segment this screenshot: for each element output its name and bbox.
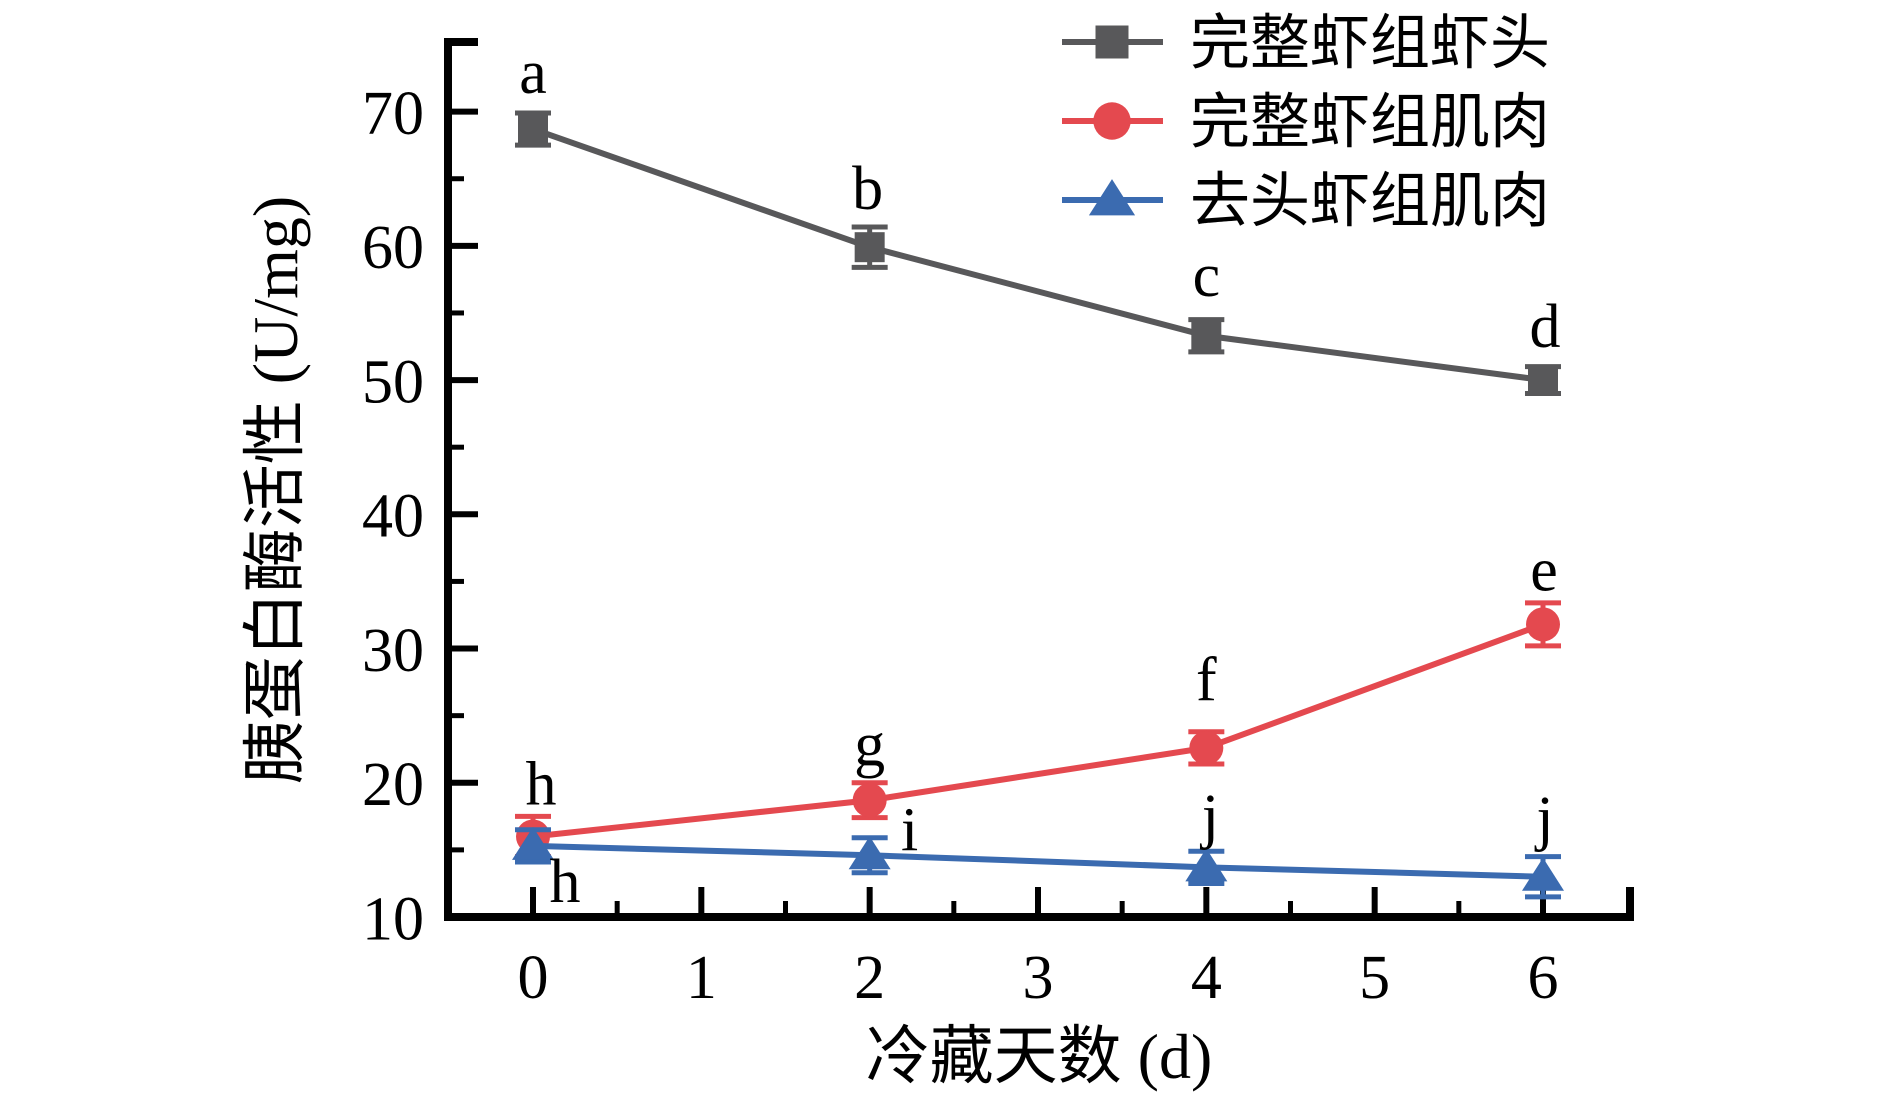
axis-frame (444, 38, 1634, 921)
triangle-marker (512, 826, 554, 860)
sig-letter: d (1529, 293, 1560, 361)
series-layer (512, 110, 1564, 900)
x-tick-label: 0 (518, 944, 549, 1012)
sig-letter: h (550, 848, 581, 916)
circle-marker (1189, 730, 1224, 765)
sig-letter: g (854, 711, 885, 779)
y-tick-label: 50 (362, 348, 424, 416)
series-2 (515, 600, 1561, 860)
circle-marker (852, 783, 887, 818)
sig-letter: e (1530, 536, 1558, 604)
x-tick-label: 1 (686, 944, 717, 1012)
legend-label: 去头虾组肌肉 (1190, 169, 1550, 235)
sig-letter: h (526, 750, 557, 818)
x-tick-label: 4 (1191, 944, 1222, 1012)
sig-letter: j (1200, 782, 1219, 850)
series-3 (512, 826, 1564, 900)
legend-entry-3: 去头虾组肌肉 (1062, 169, 1550, 235)
y-tick-label: 60 (362, 214, 424, 282)
sig-letter: b (852, 155, 883, 223)
x-axis-title: 冷藏天数 (d) (866, 1021, 1213, 1092)
x-tick-label: 6 (1527, 944, 1558, 1012)
series-line (532, 126, 1544, 384)
legend-entry-1: 完整虾组虾头 (1062, 11, 1550, 77)
sig-letter: j (1534, 785, 1553, 853)
series-line (532, 621, 1545, 840)
square-marker (518, 114, 548, 145)
x-tick-label: 2 (854, 944, 885, 1012)
square-marker (1191, 320, 1222, 351)
square-marker (854, 232, 885, 263)
y-tick-label: 70 (362, 80, 424, 148)
triangle-marker (1521, 857, 1564, 891)
x-tick-label: 3 (1022, 944, 1053, 1012)
sig-letter: c (1193, 242, 1221, 310)
circle-marker (1093, 102, 1131, 140)
y-axis-title: 胰蛋白酶活性 (U/mg) (240, 196, 311, 784)
series-line (532, 842, 1544, 880)
y-tick-label: 10 (362, 885, 424, 953)
y-tick-label: 40 (362, 483, 424, 551)
tick-labels: 10 20 30 40 50 60 70 0 1 2 3 4 5 6 (362, 80, 1558, 1012)
triangle-marker (1088, 179, 1136, 216)
significance-letters: a b c d h g f e h i j j (519, 39, 1560, 916)
sig-letter: i (901, 796, 918, 864)
legend-label: 完整虾组肌肉 (1190, 90, 1550, 156)
square-marker (1095, 25, 1129, 59)
y-tick-label: 30 (362, 617, 424, 685)
series-1 (515, 110, 1561, 396)
sig-letter: a (519, 39, 547, 107)
legend-label: 完整虾组虾头 (1190, 11, 1550, 77)
x-tick-label: 5 (1359, 944, 1390, 1012)
square-marker (1527, 365, 1558, 396)
axis-spines (444, 38, 1634, 921)
circle-marker (1525, 607, 1560, 642)
sig-letter: f (1196, 646, 1217, 714)
legend-entry-2: 完整虾组肌肉 (1062, 90, 1550, 156)
y-tick-label: 20 (362, 751, 424, 819)
triangle-marker (848, 836, 891, 870)
triangle-marker (1185, 848, 1228, 882)
